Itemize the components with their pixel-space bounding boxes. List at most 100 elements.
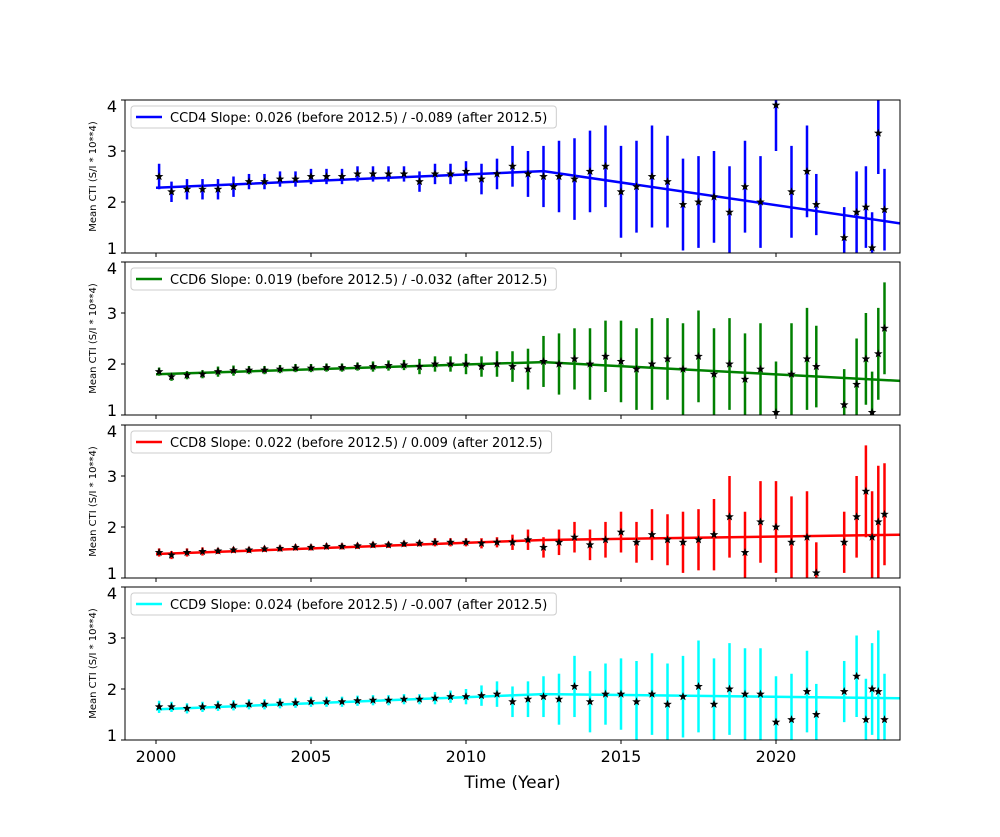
data-point [663,177,672,186]
y-tick-label: 4 [107,584,117,603]
data-point [260,177,269,186]
data-point [880,205,889,214]
data-point [740,548,750,557]
data-point [616,527,626,536]
data-point [771,100,781,109]
data-point [802,354,812,363]
data-point [647,530,657,539]
data-point [852,671,861,680]
data-point [585,359,595,368]
data-point [198,702,207,711]
data-point [415,694,424,703]
data-point [663,699,672,708]
data-point [337,172,347,181]
data-point [632,537,641,546]
data-point [415,538,424,547]
y-tick-label: 1 [107,401,117,420]
legend: CCD9 Slope: 0.024 (before 2012.5) / -0.0… [130,592,557,616]
data-point [167,550,176,559]
data-point [554,537,564,546]
data-point [771,522,781,531]
data-point [570,682,579,691]
legend: CCD8 Slope: 0.022 (before 2012.5) / 0.00… [130,430,553,454]
data-point [709,530,719,539]
data-point [647,689,657,698]
data-point [306,697,316,706]
data-point [725,684,734,693]
data-point [182,548,192,557]
data-point [725,359,734,368]
subplot-ccd8: 1 2 3 4 Mean CTI (S/I * 10**4) CCD8 Slope: 0.… [88,422,901,583]
y-tick-label: 1 [107,239,117,258]
legend: CCD6 Slope: 0.019 (before 2012.5) / -0.0… [130,267,557,291]
data-point [694,197,703,206]
data-point [461,692,471,701]
data-point [812,362,821,371]
y-axis-label: Mean CTI (S/I * 10**4) [88,608,99,719]
data-point [384,169,393,178]
data-point [446,537,455,546]
data-point [322,697,331,706]
data-point [229,366,238,375]
data-point [229,545,238,554]
data-point [694,535,703,544]
data-point [213,184,223,193]
data-point [492,537,502,546]
data-point [709,192,719,201]
data-point [492,359,502,368]
data-point [787,537,796,546]
data-point [740,182,750,191]
data-point [861,202,871,211]
data-point [415,362,424,371]
data-point [740,374,750,383]
data-point [182,703,192,712]
data-point [399,169,409,178]
data-point [585,697,595,706]
data-point [229,182,238,191]
data-point [353,169,362,178]
data-point [839,537,849,546]
data-point [461,359,471,368]
y-tick-label: 2 [107,680,117,699]
data-point [167,372,176,381]
data-point [694,682,703,691]
data-point [523,535,533,544]
data-point [446,359,455,368]
legend: CCD4 Slope: 0.026 (before 2012.5) / -0.0… [130,105,557,129]
data-point [167,187,176,196]
legend-box [130,592,557,616]
data-point [867,684,877,693]
data-point [260,365,269,374]
legend-label: CCD9 Slope: 0.024 (before 2012.5) / -0.0… [170,598,547,613]
data-point [198,369,207,378]
data-point [861,715,871,724]
x-tick-label: 2000 [136,747,177,766]
data-point [839,687,849,696]
data-point [678,537,688,546]
data-point [430,169,440,178]
fit-line [155,533,900,556]
data-point [415,177,424,186]
data-point [182,184,192,193]
data-point [839,233,849,242]
data-point [353,541,362,550]
data-point [802,166,812,175]
data-point [880,509,889,518]
data-point [154,702,164,711]
data-point [275,364,285,373]
data-point [275,543,285,553]
data-point [508,537,517,546]
data-point [663,354,672,363]
data-point [874,517,883,526]
data-point [213,701,223,710]
y-tick-label: 1 [107,726,117,745]
axes-frame [124,586,901,741]
data-point [678,364,688,373]
legend-label: CCD4 Slope: 0.026 (before 2012.5) / -0.0… [170,111,547,126]
data-point [539,172,548,181]
data-point [337,697,347,706]
data-point [539,356,548,366]
data-point [291,363,300,372]
data-point [430,693,440,702]
data-point [322,541,331,550]
